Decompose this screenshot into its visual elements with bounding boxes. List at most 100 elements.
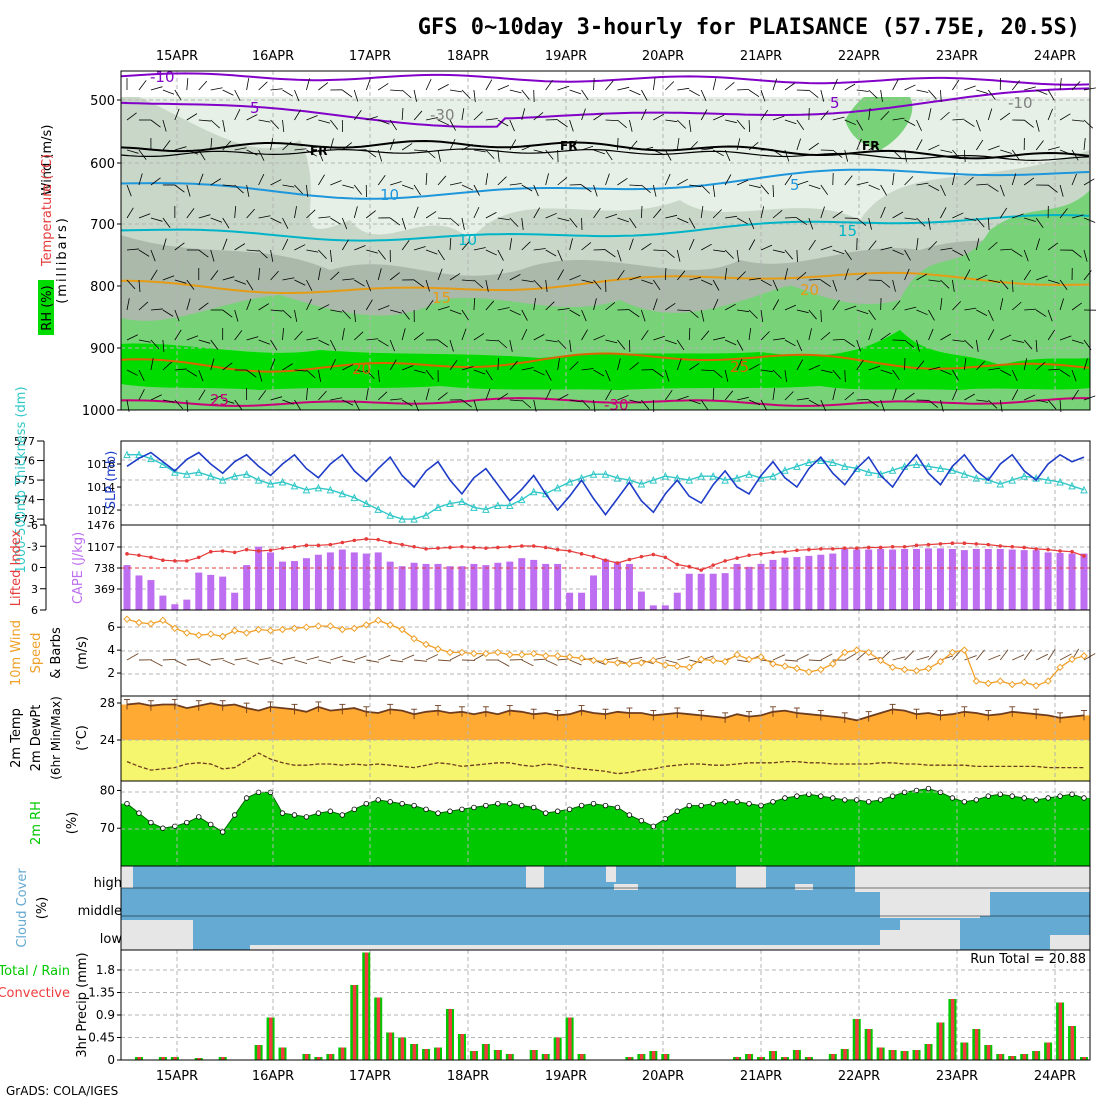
upper-wind-barb (820, 206, 825, 219)
surface-wind-barb (126, 653, 139, 661)
wind-speed-marker (685, 663, 693, 672)
upper-wind-barb (653, 208, 662, 219)
upper-wind-barb (222, 89, 234, 96)
upper-wind-barb (126, 279, 136, 290)
surface-wind-barb (210, 657, 224, 661)
li-marker (603, 558, 608, 563)
upper-wind-barb (282, 89, 294, 97)
upper-wind-barb (258, 249, 268, 259)
thickness-marker (194, 468, 203, 476)
rh-marker (806, 791, 812, 797)
precip-convective-bar (855, 1019, 859, 1060)
upper-wind-barb (162, 89, 175, 95)
upper-wind-barb (473, 369, 486, 375)
upper-wind-barb (772, 149, 784, 158)
upper-wind-barb (844, 149, 849, 162)
cape-bar (865, 549, 873, 610)
upper-wind-barb (1023, 269, 1032, 281)
upper-wind-barb (377, 249, 386, 260)
bottom-date-label: 24APR (1034, 1069, 1076, 1084)
cape-bar (135, 575, 143, 610)
upper-wind-barb (318, 304, 330, 311)
rh-marker (686, 802, 692, 809)
li-marker (173, 559, 177, 563)
upper-wind-barb (569, 361, 579, 371)
precip-convective-bar (783, 1057, 787, 1060)
upper-wind-barb (868, 184, 880, 191)
rh-marker (423, 806, 429, 813)
upper-wind-barb (270, 358, 276, 371)
contour-freezing (120, 139, 1090, 160)
upper-wind-barb (617, 217, 629, 223)
upper-wind-barb (916, 238, 919, 251)
upper-wind-barb (952, 173, 956, 186)
upper-wind-barb (365, 78, 371, 91)
upper-wind-barb (964, 176, 974, 186)
upper-wind-barb (353, 399, 361, 411)
upper-wind-barb (1011, 80, 1020, 91)
cape-bar (913, 548, 921, 610)
upper-wind-barb (246, 279, 254, 291)
upper-wind-barb (425, 279, 430, 292)
upper-wind-barb (509, 183, 522, 186)
cape-tick-label: 738 (94, 562, 115, 575)
upper-wind-barb (1083, 119, 1094, 129)
upper-wind-barb (724, 303, 736, 311)
upper-wind-barb (964, 307, 977, 311)
upper-wind-barb (868, 399, 879, 408)
thickness-marker (637, 479, 646, 488)
precip-convective-bar (197, 1058, 201, 1060)
precip-convective-bar (867, 1029, 871, 1060)
thickness-tick-label: 574 (14, 494, 35, 507)
thickness-marker (302, 485, 311, 494)
li-marker (986, 542, 991, 547)
upper-wind-barb (509, 139, 517, 151)
li-marker (256, 549, 261, 553)
thickness-marker (769, 472, 777, 480)
upper-wind-barb (174, 242, 185, 251)
precip-convective-bar (735, 1057, 740, 1060)
surface-wind-barb (222, 659, 235, 666)
upper-wind-barb (198, 389, 206, 401)
upper-wind-barb (952, 212, 964, 219)
cloud-axis-unit: (%) (35, 897, 50, 920)
cape-bar (853, 549, 861, 610)
li-tick-label: -3 (27, 540, 38, 553)
upper-wind-barb (461, 240, 471, 251)
contour-label: FR (862, 139, 879, 153)
upper-wind-barb (365, 279, 372, 292)
upper-wind-barb (389, 339, 396, 352)
li-tick-label: -6 (27, 519, 38, 532)
cape-bar (195, 572, 203, 610)
upper-wind-barb (485, 149, 495, 159)
li-marker (974, 542, 979, 546)
upper-wind-barb (1011, 301, 1022, 311)
pressure-tick-label: 900 (90, 342, 115, 357)
upper-wind-barb (222, 217, 230, 229)
upper-wind-barb (282, 309, 292, 319)
li-marker (687, 564, 692, 569)
precip-convective-bar (903, 1051, 907, 1060)
rh-marker (327, 808, 334, 814)
upper-wind-barb (676, 119, 687, 129)
wind-speed-marker (721, 657, 729, 666)
rh-marker (208, 821, 214, 828)
precip-convective-bar (508, 1054, 512, 1060)
upper-wind-barbs (126, 77, 1097, 413)
upper-wind-barb (234, 309, 239, 322)
upper-wind-barb (234, 184, 244, 194)
surface-wind-barb (390, 659, 404, 663)
upper-wind-barb (880, 369, 893, 375)
pressure-tick-label: 700 (90, 218, 115, 233)
upper-wind-barb (808, 278, 821, 281)
cape-bar (578, 592, 586, 610)
upper-wind-barb (964, 249, 970, 262)
precip-axis-label: 3hr Precip (mm) (75, 952, 90, 1057)
surface-wind-barb (952, 649, 962, 661)
upper-wind-barb (258, 268, 261, 281)
upper-wind-barb (1071, 369, 1077, 382)
upper-wind-barb (641, 89, 648, 101)
upper-wind-barb (246, 208, 255, 219)
upper-wind-barb (665, 81, 675, 91)
